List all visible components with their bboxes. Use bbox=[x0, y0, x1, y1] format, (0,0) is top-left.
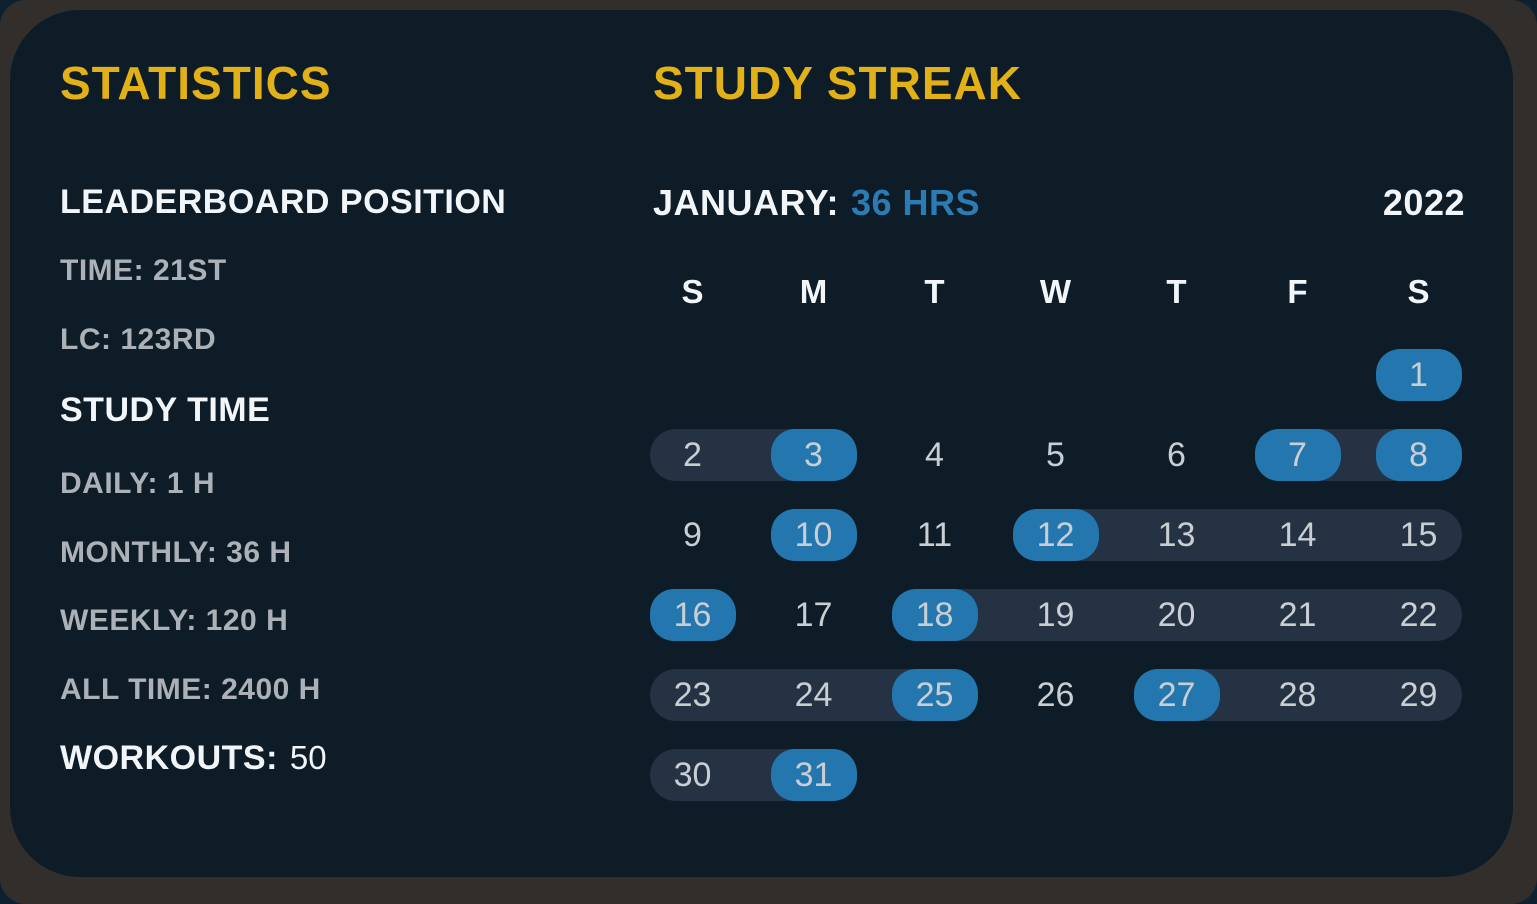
day-cell: 17 bbox=[794, 595, 833, 634]
day-cell: 30 bbox=[673, 755, 712, 794]
day-cell: 21 bbox=[1278, 595, 1317, 634]
calendar-week-row: 16 17 18 19 20 21 22 bbox=[632, 575, 1479, 655]
calendar-week-row: 1 bbox=[632, 335, 1479, 415]
day-cell: 5 bbox=[1046, 435, 1065, 474]
weekday-label: W bbox=[1039, 272, 1072, 310]
day-cell: 19 bbox=[1036, 595, 1075, 634]
day-cell-highlighted: 1 bbox=[1375, 349, 1462, 401]
weekday-label: T bbox=[924, 272, 945, 310]
stat-monthly: MONTHLY: 36 H bbox=[60, 536, 292, 569]
calendar-week-row: 9 10 11 12 13 14 15 bbox=[632, 495, 1479, 575]
day-cell: 23 bbox=[673, 675, 712, 714]
day-cell: 6 bbox=[1167, 435, 1186, 474]
study-time-heading: STUDY TIME bbox=[60, 391, 271, 429]
day-cell: 29 bbox=[1399, 675, 1438, 714]
month-summary-row: JANUARY: 36 HRS 2022 bbox=[653, 182, 1465, 224]
weekday-label: F bbox=[1287, 272, 1308, 310]
month-label: JANUARY: bbox=[653, 182, 840, 223]
workouts-label: WORKOUTS: bbox=[60, 739, 278, 777]
day-cell-highlighted: 7 bbox=[1254, 429, 1341, 481]
stat-lc-rank: LC: 123RD bbox=[60, 323, 217, 356]
weekday-label: S bbox=[1407, 272, 1430, 310]
month-hours-value: 36 HRS bbox=[851, 182, 981, 223]
workouts-value: 50 bbox=[289, 739, 327, 776]
day-cell: 11 bbox=[916, 515, 953, 554]
day-cell: 15 bbox=[1399, 515, 1438, 554]
day-cell: 2 bbox=[683, 435, 702, 474]
day-cell: 22 bbox=[1399, 595, 1438, 634]
year-label: 2022 bbox=[1382, 182, 1465, 223]
calendar-week-row: 30 31 bbox=[632, 735, 1479, 815]
day-cell: 20 bbox=[1157, 595, 1196, 634]
day-cell-highlighted: 10 bbox=[770, 509, 857, 561]
day-cell-highlighted: 31 bbox=[770, 749, 857, 801]
weekday-label: M bbox=[799, 272, 828, 310]
day-cell-highlighted: 8 bbox=[1375, 429, 1462, 481]
day-cell-highlighted: 25 bbox=[891, 669, 978, 721]
stat-time-rank: TIME: 21ST bbox=[60, 254, 227, 287]
study-streak-title: STUDY STREAK bbox=[653, 57, 1022, 109]
day-cell: 4 bbox=[925, 435, 944, 474]
dashboard-card: STATISTICS LEADERBOARD POSITION TIME: 21… bbox=[10, 10, 1513, 877]
statistics-title: STATISTICS bbox=[60, 57, 332, 109]
stat-weekly: WEEKLY: 120 H bbox=[60, 604, 289, 637]
day-cell-highlighted: 12 bbox=[1012, 509, 1099, 561]
day-cell-highlighted: 3 bbox=[770, 429, 857, 481]
calendar-week-row: 23 24 25 26 27 28 29 bbox=[632, 655, 1479, 735]
day-cell: 13 bbox=[1157, 515, 1196, 554]
month-hours-group: JANUARY: 36 HRS bbox=[653, 182, 980, 224]
weekday-label: S bbox=[681, 272, 704, 310]
workouts-line: WORKOUTS: 50 bbox=[60, 738, 327, 778]
day-cell: 14 bbox=[1278, 515, 1317, 554]
day-cell-highlighted: 18 bbox=[891, 589, 978, 641]
streak-span-pill bbox=[891, 589, 1462, 641]
stat-daily: DAILY: 1 H bbox=[60, 467, 216, 500]
day-cell: 9 bbox=[683, 515, 702, 554]
day-cell: 24 bbox=[794, 675, 833, 714]
leaderboard-position-heading: LEADERBOARD POSITION bbox=[60, 183, 507, 221]
day-cell-highlighted: 16 bbox=[649, 589, 736, 641]
day-cell-highlighted: 27 bbox=[1133, 669, 1220, 721]
weekday-label: T bbox=[1166, 272, 1187, 310]
stat-all-time: ALL TIME: 2400 H bbox=[60, 673, 321, 706]
day-cell: 26 bbox=[1036, 675, 1075, 714]
calendar-weeks: 1 2 3 4 5 6 7 8 9 10 11 12 13 14 15 16 17 18 19 20 21 22 23 24 2… bbox=[632, 335, 1479, 815]
day-cell: 28 bbox=[1278, 675, 1317, 714]
